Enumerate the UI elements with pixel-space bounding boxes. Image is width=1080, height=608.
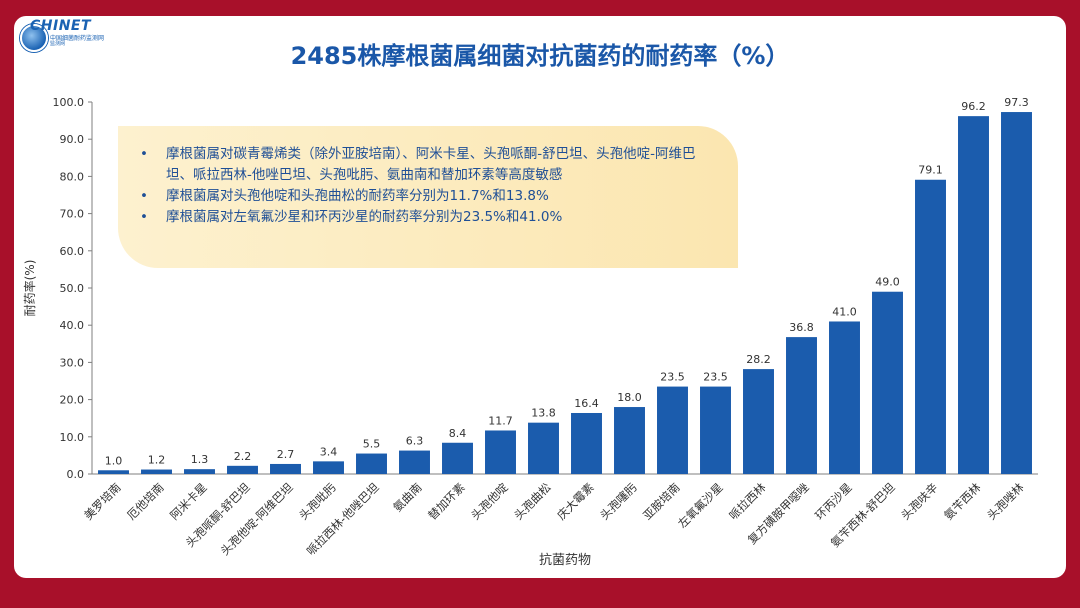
- y-tick-label: 30.0: [60, 356, 85, 369]
- bar-value-label: 97.3: [1004, 96, 1029, 109]
- bar: [528, 422, 559, 474]
- x-tick-label: 头孢他啶-阿维巴坦: [218, 480, 296, 558]
- bar-value-label: 49.0: [875, 276, 900, 289]
- bar: [829, 321, 860, 474]
- bar: [915, 179, 946, 475]
- bar: [786, 337, 817, 474]
- y-tick-label: 10.0: [60, 431, 85, 444]
- bar-value-label: 16.4: [574, 397, 599, 410]
- bar: [657, 386, 688, 474]
- bar-value-label: 1.3: [191, 453, 209, 466]
- bar: [356, 453, 387, 474]
- bar: [614, 407, 645, 474]
- y-axis-title: 耐药率(%): [22, 260, 37, 317]
- bar-value-label: 2.7: [277, 448, 295, 461]
- bar: [184, 469, 215, 474]
- bar: [98, 470, 129, 474]
- x-tick-label: 头孢他啶: [468, 480, 511, 523]
- y-tick-label: 100.0: [53, 96, 85, 109]
- bar-value-label: 13.8: [531, 407, 556, 420]
- x-tick-label: 头孢唑林: [984, 480, 1027, 523]
- x-tick-label: 哌拉西林-他唑巴坦: [304, 480, 382, 558]
- bar-value-label: 23.5: [660, 371, 685, 384]
- x-tick-label: 头孢吡肟: [296, 480, 338, 522]
- x-tick-label: 替加环素: [425, 480, 467, 522]
- bar: [485, 430, 516, 474]
- chart-title: 2485株摩根菌属细菌对抗菌药的耐药率（%）: [290, 42, 790, 70]
- x-tick-label: 哌拉西林: [726, 480, 769, 523]
- x-tick-label: 阿米卡星: [167, 480, 209, 522]
- bar-value-label: 3.4: [320, 445, 338, 458]
- bar: [958, 116, 989, 475]
- y-tick-label: 80.0: [60, 170, 85, 183]
- x-tick-label: 头孢呋辛: [898, 480, 940, 522]
- y-tick-label: 40.0: [60, 319, 85, 332]
- bar-value-label: 2.2: [234, 450, 252, 463]
- bar-chart: 0.0 10.0 20.0 30.0 40.0 50.0 60.0 70.0 80.0 90.0 1…: [22, 96, 1038, 568]
- summary-list: 摩根菌属对碳青霉烯类（除外亚胺培南）、阿米卡星、头孢哌酮-舒巴坦、头孢他啶-阿维…: [140, 144, 720, 228]
- x-tick-label: 环丙沙星: [812, 480, 854, 522]
- bar-value-label: 41.0: [832, 305, 857, 318]
- bar-value-label: 96.2: [961, 100, 986, 113]
- x-tick-label: 氨曲南: [390, 480, 424, 514]
- summary-bullet: 摩根菌属对左氧氟沙星和环丙沙星的耐药率分别为23.5%和41.0%: [140, 207, 720, 228]
- y-tick-label: 70.0: [60, 208, 85, 221]
- y-tick-label: 0.0: [67, 468, 85, 481]
- summary-callout: 摩根菌属对碳青霉烯类（除外亚胺培南）、阿米卡星、头孢哌酮-舒巴坦、头孢他啶-阿维…: [118, 126, 738, 268]
- bar-value-label: 11.7: [488, 414, 513, 427]
- bar-value-label: 18.0: [617, 391, 642, 404]
- bar-value-label: 5.5: [363, 438, 381, 451]
- bar-value-label: 23.5: [703, 371, 728, 384]
- x-axis-title: 抗菌药物: [539, 553, 591, 568]
- summary-bullet: 摩根菌属对碳青霉烯类（除外亚胺培南）、阿米卡星、头孢哌酮-舒巴坦、头孢他啶-阿维…: [140, 144, 720, 186]
- globe-icon: [20, 24, 48, 52]
- bar: [743, 369, 774, 474]
- bar: [313, 461, 344, 474]
- y-tick-label: 60.0: [60, 245, 85, 258]
- bar-value-label: 1.2: [148, 454, 166, 467]
- x-tick-label: 左氧氟沙星: [675, 480, 726, 531]
- bar: [227, 465, 258, 474]
- logo-subtitle: 中国细菌耐药监测网: [50, 35, 105, 42]
- y-tick-label: 90.0: [60, 133, 85, 146]
- bar: [700, 386, 731, 474]
- bar-value-label: 1.0: [105, 454, 123, 467]
- bar-value-label: 28.2: [746, 353, 771, 366]
- chinet-logo: CHINET 中国细菌耐药监测网 监测网: [18, 18, 108, 52]
- x-tick-label: 氨苄西林: [941, 480, 984, 523]
- bar-value-label: 8.4: [449, 427, 467, 440]
- x-tick-label: 亚胺培南: [640, 480, 682, 522]
- slide: CHINET 中国细菌耐药监测网 监测网 2485株摩根菌属细菌对抗菌药的耐药率…: [14, 16, 1066, 578]
- bar: [270, 463, 301, 474]
- bar-value-label: 79.1: [918, 164, 943, 177]
- bar: [872, 291, 903, 474]
- y-tick-label: 20.0: [60, 394, 85, 407]
- logo-subtitle-2: 监测网: [50, 41, 66, 47]
- bar-value-label: 36.8: [789, 321, 814, 334]
- bar-value-label: 6.3: [406, 435, 424, 448]
- y-tick-label: 50.0: [60, 282, 85, 295]
- x-tick-label: 头孢曲松: [511, 480, 553, 522]
- summary-bullet: 摩根菌属对头孢他啶和头孢曲松的耐药率分别为11.7%和13.8%: [140, 186, 720, 207]
- bar: [442, 442, 473, 474]
- x-tick-label: 头孢噻肟: [597, 480, 639, 522]
- bar: [399, 450, 430, 474]
- logo-brand: CHINET: [30, 18, 92, 34]
- bar: [1001, 112, 1032, 474]
- x-tick-label: 厄他培南: [124, 480, 166, 522]
- bar: [141, 469, 172, 474]
- x-tick-label: 美罗培南: [81, 480, 123, 522]
- bar: [571, 412, 602, 474]
- x-tick-label: 庆大霉素: [554, 480, 596, 522]
